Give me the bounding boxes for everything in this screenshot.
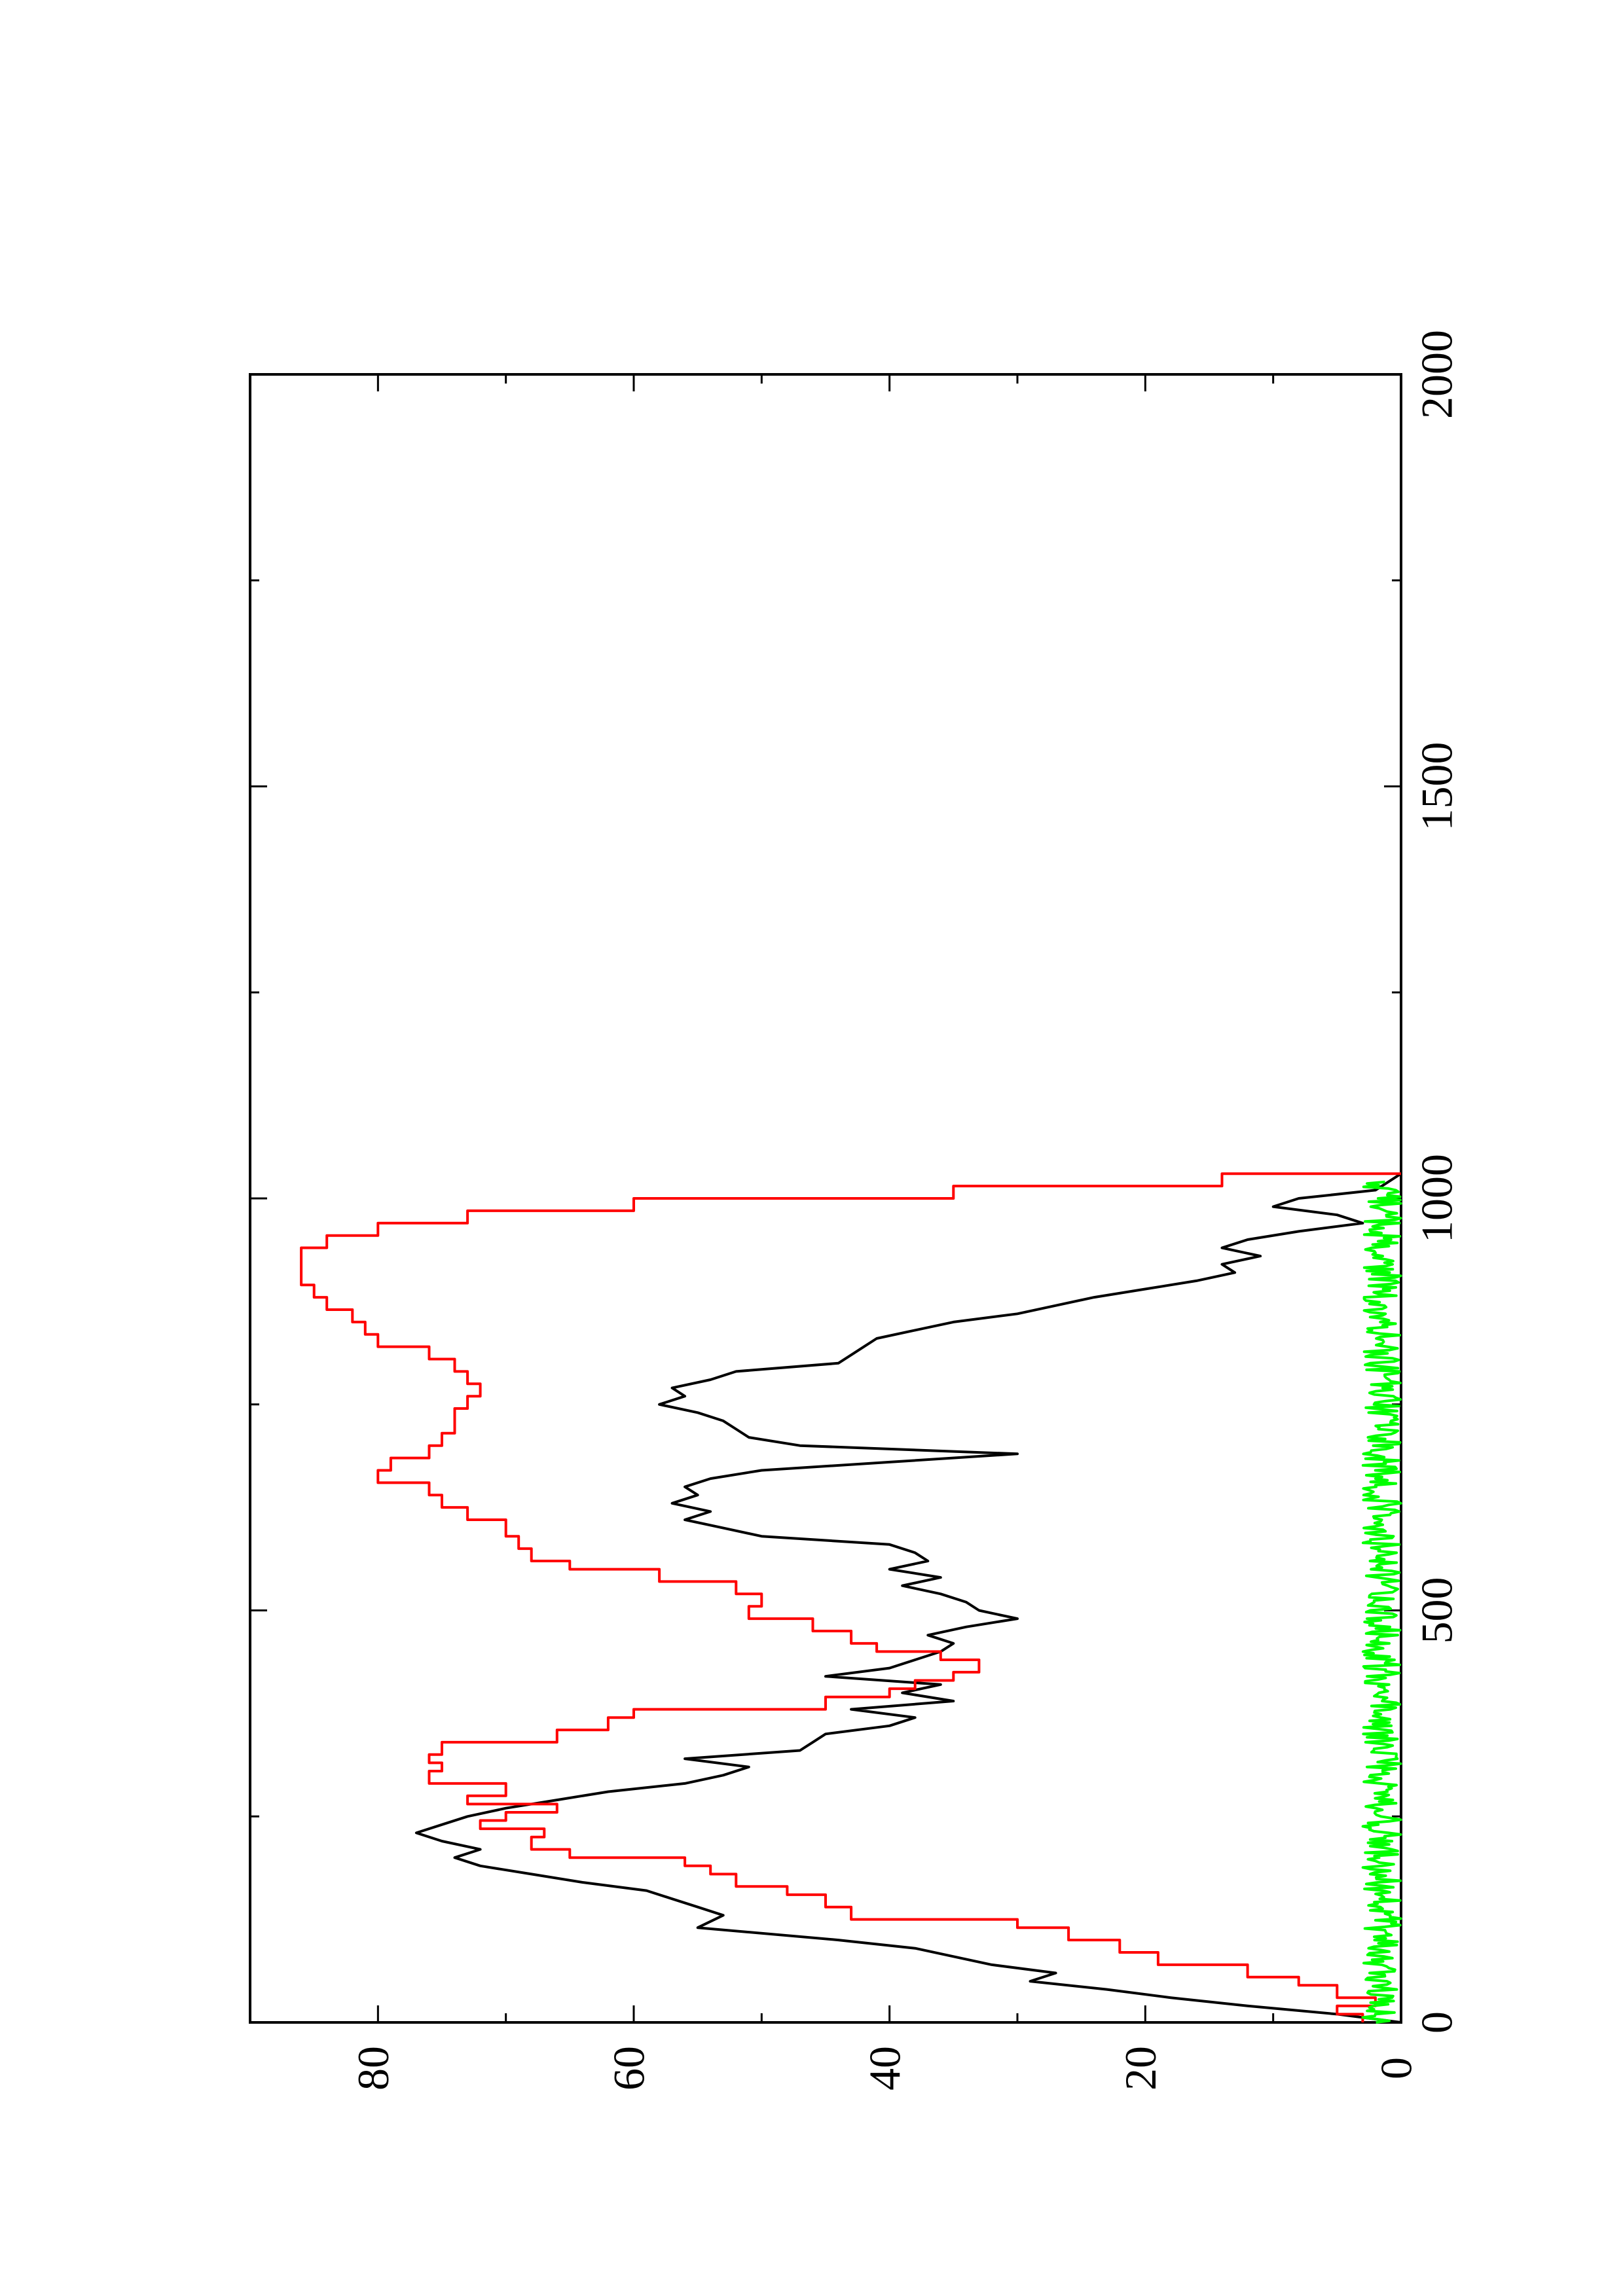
y-tick-label: 20 — [1116, 2046, 1165, 2090]
series-line-black — [414, 1172, 1402, 2024]
tick-label-layer: 0 500 1000 1500 2000 0 20 40 60 80 — [348, 330, 1462, 2090]
y-tick-label: 40 — [860, 2046, 909, 2090]
series-line-red — [300, 1172, 1401, 2022]
y-tick-label: 60 — [604, 2046, 654, 2090]
y-tick-label: 0 — [1372, 2057, 1421, 2079]
series-layer — [300, 1172, 1402, 2024]
x-tick-label: 1500 — [1412, 742, 1462, 831]
x-tick-label: 2000 — [1412, 330, 1462, 419]
series-line-green — [1361, 1180, 1402, 2024]
x-tick-label: 1000 — [1412, 1154, 1462, 1243]
y-tick-label: 80 — [348, 2046, 398, 2090]
x-tick-label: 0 — [1412, 2011, 1462, 2034]
tick-layer — [250, 373, 1402, 2024]
x-tick-label: 500 — [1412, 1577, 1462, 1644]
